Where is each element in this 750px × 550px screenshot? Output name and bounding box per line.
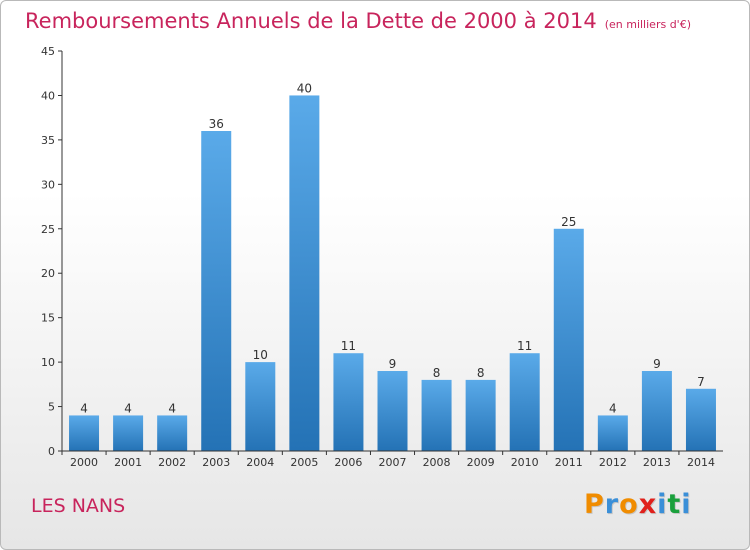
- bar-2013: [641, 371, 672, 451]
- bar-2003: [201, 131, 232, 451]
- bar-2007: [377, 371, 408, 451]
- bar-2006: [333, 353, 364, 451]
- data-label-2013: 9: [653, 357, 661, 371]
- data-label-2009: 8: [477, 366, 485, 380]
- bar-2014: [685, 388, 716, 451]
- data-label-2014: 7: [697, 375, 705, 389]
- bars-group: 4 4 4 36 10 40 11 9 8 8 11 25 4 9 7: [69, 81, 716, 451]
- y-tick-label-30: 30: [41, 178, 55, 191]
- x-tick-label-2006: 2006: [334, 456, 362, 469]
- proxiti-logo: Proxiti: [584, 489, 692, 520]
- bar-2001: [113, 415, 144, 451]
- x-tick-label-2013: 2013: [643, 456, 671, 469]
- bar-2002: [157, 415, 188, 451]
- bar-2011: [553, 228, 584, 451]
- data-label-2001: 4: [124, 401, 132, 415]
- bar-2008: [421, 379, 452, 451]
- bar-2009: [465, 379, 496, 451]
- data-label-2007: 9: [389, 357, 397, 371]
- x-tick-label-2007: 2007: [379, 456, 407, 469]
- data-label-2011: 25: [561, 215, 576, 229]
- data-label-2004: 10: [253, 348, 268, 362]
- data-label-2000: 4: [80, 401, 88, 415]
- y-tick-label-0: 0: [48, 445, 55, 458]
- logo-letter: t: [667, 489, 682, 520]
- chart-title: Remboursements Annuels de la Dette de 20…: [25, 9, 691, 33]
- y-tick-label-10: 10: [41, 356, 55, 369]
- y-tick-label-40: 40: [41, 89, 55, 102]
- place-name: LES NANS: [31, 495, 126, 517]
- x-tick-label-2002: 2002: [158, 456, 186, 469]
- y-tick-label-35: 35: [41, 134, 55, 147]
- x-tick-label-2004: 2004: [246, 456, 274, 469]
- y-tick-label-15: 15: [41, 312, 55, 325]
- data-label-2003: 36: [209, 117, 224, 131]
- data-label-2002: 4: [168, 401, 176, 415]
- data-label-2008: 8: [433, 366, 441, 380]
- chart-subtitle: (en milliers d'€): [604, 18, 691, 31]
- bar-2000: [69, 415, 100, 451]
- logo-letter: o: [619, 489, 639, 520]
- data-label-2010: 11: [517, 339, 532, 353]
- data-label-2012: 4: [609, 401, 617, 415]
- logo-letter: P: [584, 489, 605, 520]
- bar-2005: [289, 95, 320, 451]
- x-tick-label-2012: 2012: [599, 456, 627, 469]
- x-tick-label-2003: 2003: [202, 456, 230, 469]
- x-tick-label-2011: 2011: [555, 456, 583, 469]
- y-tick-label-45: 45: [41, 45, 55, 58]
- x-tick-label-2005: 2005: [290, 456, 318, 469]
- x-tick-label-2001: 2001: [114, 456, 142, 469]
- x-tick-label-2010: 2010: [511, 456, 539, 469]
- y-tick-label-25: 25: [41, 223, 55, 236]
- logo-letter: i: [681, 489, 692, 520]
- y-tick-label-5: 5: [48, 401, 55, 414]
- bar-2004: [245, 362, 276, 451]
- axes-group: 2000 2001 2002 2003 2004 2005 2006 2007 2008 2009…: [41, 45, 723, 469]
- chart-title-text: Remboursements Annuels de la Dette de 20…: [25, 9, 597, 33]
- logo-letter: i: [657, 489, 668, 520]
- x-tick-label-2014: 2014: [687, 456, 715, 469]
- bar-2010: [509, 353, 540, 451]
- x-tick-label-2008: 2008: [423, 456, 451, 469]
- x-tick-label-2000: 2000: [70, 456, 98, 469]
- y-tick-label-20: 20: [41, 267, 55, 280]
- data-label-2006: 11: [341, 339, 356, 353]
- data-label-2005: 40: [297, 81, 312, 95]
- bar-2012: [597, 415, 628, 451]
- x-tick-label-2009: 2009: [467, 456, 495, 469]
- logo-letter: r: [604, 489, 620, 520]
- logo-letter: x: [638, 489, 658, 520]
